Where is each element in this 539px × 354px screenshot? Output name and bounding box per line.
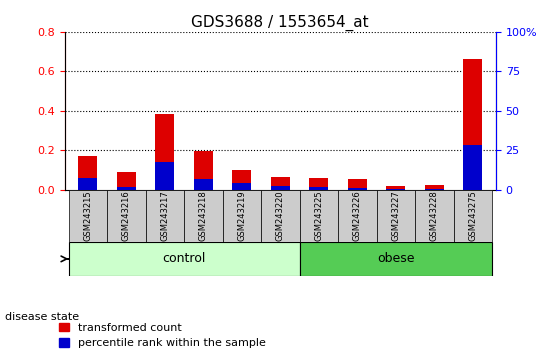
Text: GSM243228: GSM243228	[430, 190, 439, 241]
Text: GSM243227: GSM243227	[391, 190, 400, 241]
Bar	[116, 172, 136, 190]
Bar	[146, 190, 184, 242]
Bar	[453, 190, 492, 242]
Bar	[184, 190, 223, 242]
Bar	[78, 156, 98, 190]
Bar	[116, 187, 136, 190]
Text: GSM243220: GSM243220	[276, 190, 285, 241]
Text: GSM243218: GSM243218	[199, 190, 208, 241]
Text: control: control	[162, 252, 206, 266]
Text: GSM243217: GSM243217	[160, 190, 169, 241]
Bar	[309, 178, 328, 190]
Text: obese: obese	[377, 252, 414, 266]
Bar	[386, 186, 405, 190]
Bar	[425, 185, 444, 190]
Text: GSM243219: GSM243219	[237, 190, 246, 241]
Bar	[463, 145, 482, 190]
Bar	[261, 190, 300, 242]
Text: disease state: disease state	[5, 312, 80, 322]
Bar	[271, 177, 290, 190]
Bar	[377, 190, 415, 242]
Bar	[338, 190, 377, 242]
Text: GSM243226: GSM243226	[353, 190, 362, 241]
Bar	[232, 183, 251, 190]
Bar	[68, 190, 107, 242]
Bar	[309, 187, 328, 190]
Bar	[194, 152, 213, 190]
Text: GSM243216: GSM243216	[122, 190, 131, 241]
Text: GSM243275: GSM243275	[468, 190, 477, 241]
Bar	[300, 190, 338, 242]
Bar	[194, 179, 213, 190]
Bar	[232, 170, 251, 190]
Bar	[68, 242, 300, 276]
Bar	[463, 58, 482, 190]
Bar	[300, 242, 492, 276]
Bar	[386, 189, 405, 190]
Bar	[348, 179, 367, 190]
Bar	[155, 162, 175, 190]
Text: GSM243215: GSM243215	[84, 190, 92, 241]
Bar	[78, 178, 98, 190]
Title: GDS3688 / 1553654_at: GDS3688 / 1553654_at	[191, 14, 369, 30]
Bar	[415, 190, 453, 242]
Bar	[425, 189, 444, 190]
Bar	[348, 188, 367, 190]
Legend: transformed count, percentile rank within the sample: transformed count, percentile rank withi…	[59, 322, 266, 348]
Bar	[107, 190, 146, 242]
Text: GSM243225: GSM243225	[314, 190, 323, 241]
Bar	[271, 186, 290, 190]
Bar	[223, 190, 261, 242]
Bar	[155, 114, 175, 190]
